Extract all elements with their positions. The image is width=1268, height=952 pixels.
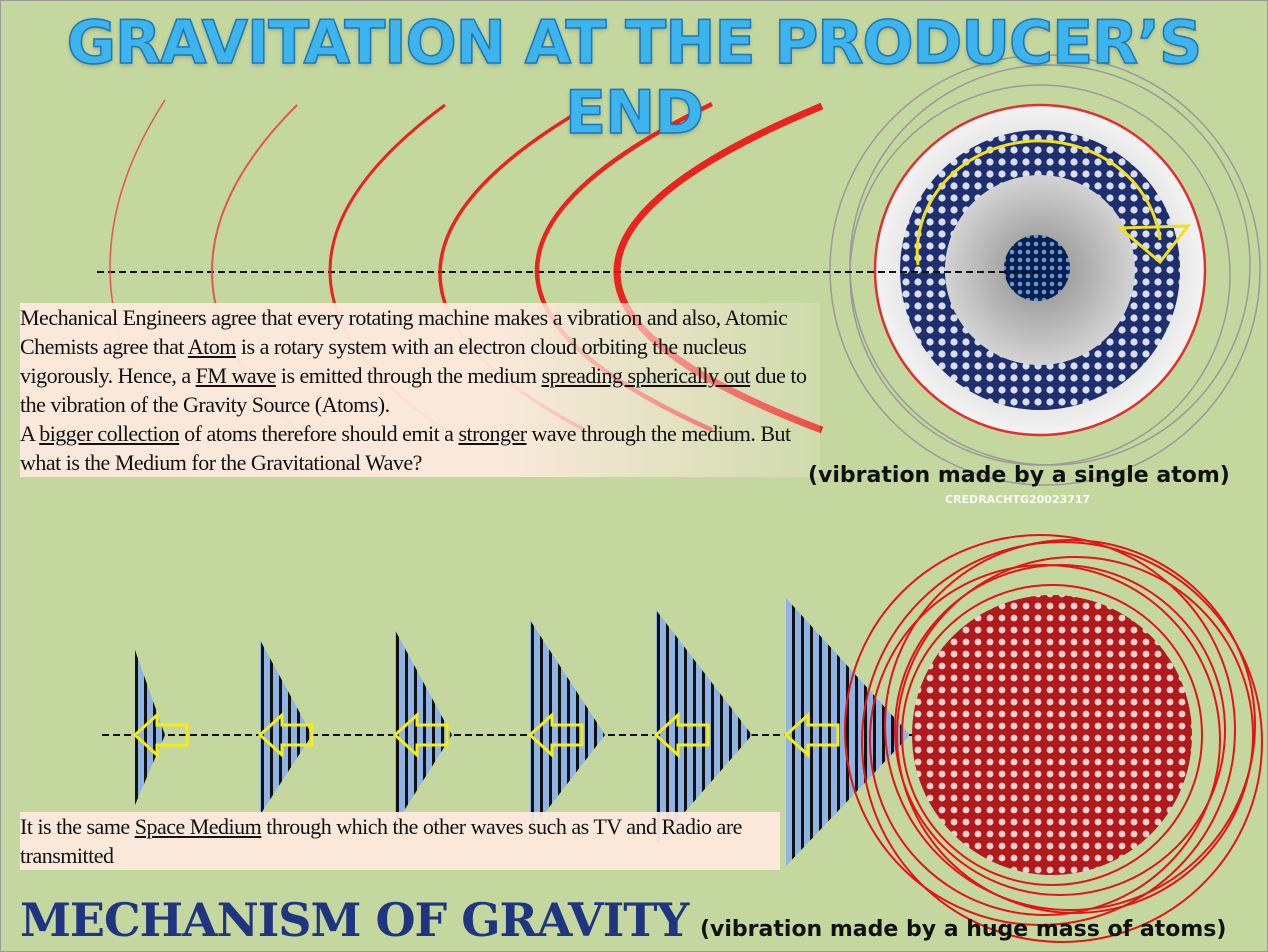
title: GRAVITATION AT THE PRODUCER’S END (0, 8, 1268, 148)
mass-diagram (102, 535, 1262, 942)
underlined-text: spreading spherically out (541, 363, 750, 388)
watermark: CREDRACHTG20023717 (945, 493, 1090, 506)
footer-title: MECHANISM OF GRAVITY (20, 893, 688, 947)
underlined-text: Space Medium (135, 814, 262, 839)
wave-front (656, 610, 752, 845)
paragraph: It is the same Space Medium through whic… (20, 812, 780, 870)
page: GRAVITATION AT THE PRODUCER’S END Mechan… (0, 0, 1268, 952)
nucleus (1004, 235, 1070, 301)
underlined-text: Atom (188, 334, 236, 359)
wave-front (135, 650, 165, 805)
caption: (vibration made by a single atom) (808, 463, 1230, 488)
text: of atoms therefore should emit a (179, 421, 458, 446)
text: It is the same (20, 814, 135, 839)
paragraph: A bigger collection of atoms therefore s… (20, 419, 820, 477)
text-block: It is the same Space Medium through whic… (20, 812, 780, 870)
mass-body (912, 595, 1192, 875)
underlined-text: stronger (458, 421, 526, 446)
underlined-text: FM wave (196, 363, 276, 388)
paragraph: Mechanical Engineers agree that every ro… (20, 303, 820, 419)
text: is emitted through the medium (276, 363, 542, 388)
underlined-text: bigger collection (39, 421, 179, 446)
caption: (vibration made by a huge mass of atoms) (700, 917, 1226, 942)
text: A (20, 421, 39, 446)
text-block: Mechanical Engineers agree that every ro… (20, 303, 820, 477)
